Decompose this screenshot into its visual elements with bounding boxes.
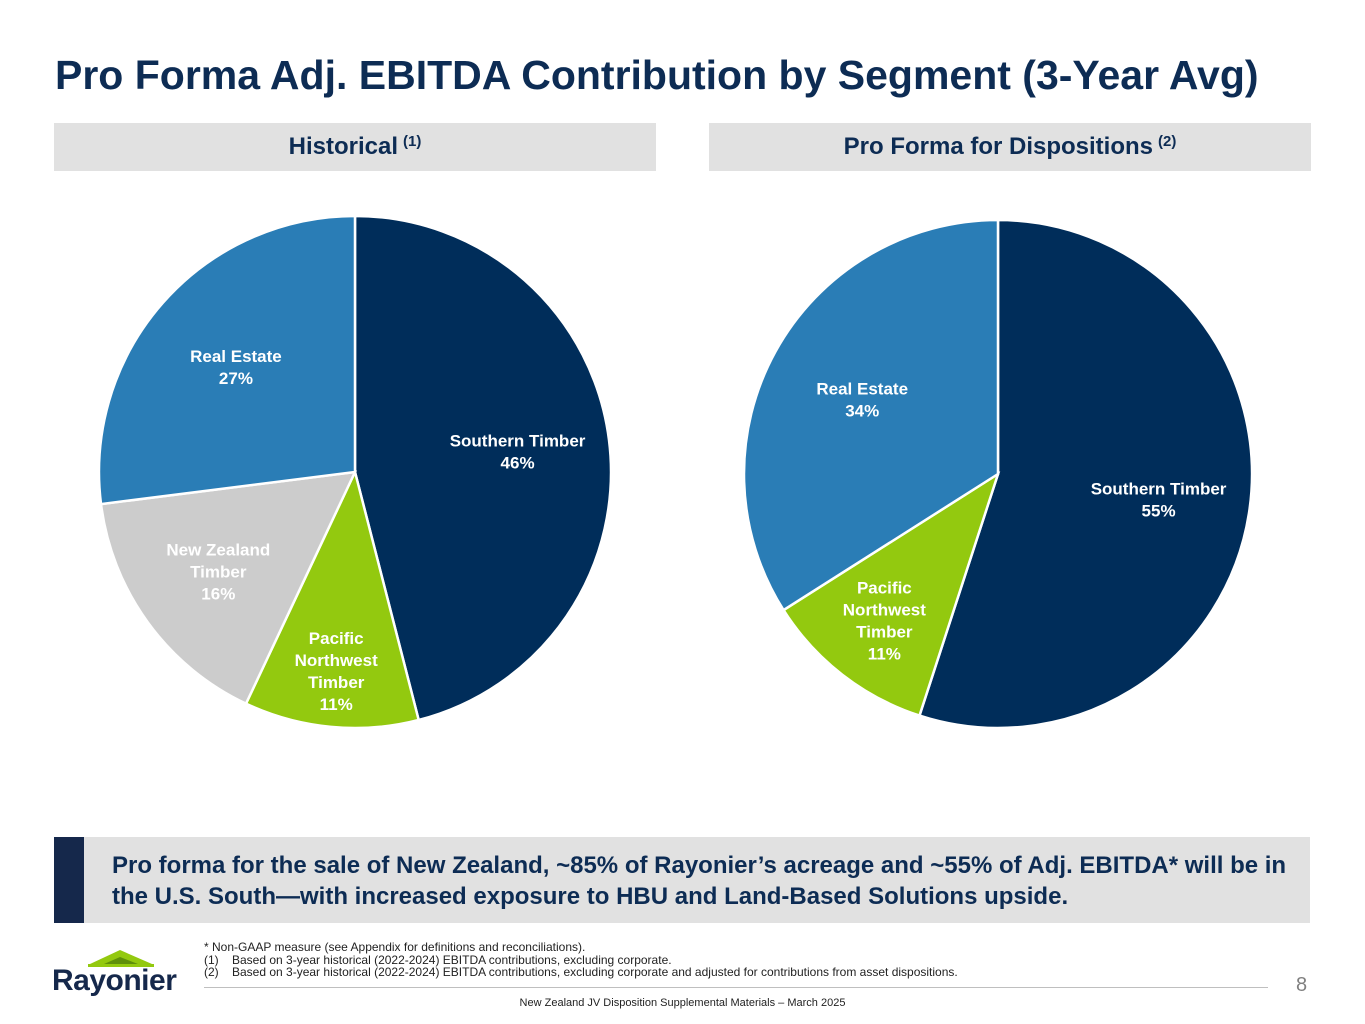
pro-forma-header: Pro Forma for Dispositions (2) [709, 123, 1311, 171]
pie-label-real-estate: Real Estate 27% [190, 347, 282, 388]
key-takeaway-callout: Pro forma for the sale of New Zealand, ~… [54, 837, 1310, 923]
footnote-non-gaap: * Non-GAAP measure (see Appendix for def… [204, 940, 586, 954]
pie-slice-real-estate [97, 214, 357, 506]
callout-accent-bar [54, 837, 84, 923]
pie-label-new-zealand-timber: New Zealand Timber 16% [166, 540, 270, 603]
pie-label-pacific-northwest-timber: Pacific Northwest Timber 11% [295, 629, 378, 714]
pie-label-southern-timber: Southern Timber 55% [1091, 479, 1227, 520]
footer-text: New Zealand JV Disposition Supplemental … [519, 997, 846, 1009]
historical-pie-chart: Southern Timber 46% Pacific Northwest Timber… [97, 214, 613, 730]
pro-forma-header-label: Pro Forma for Dispositions [843, 133, 1154, 160]
pie-slice-southern-timber [353, 214, 613, 722]
footnotes: * Non-GAAP measure (see Appendix for def… [204, 941, 958, 979]
historical-header-label: Historical [288, 133, 399, 160]
pie-slice-southern-timber [917, 218, 1254, 730]
slide-title: Pro Forma Adj. EBITDA Contribution by Se… [55, 52, 1259, 98]
page-number: 8 [1296, 974, 1308, 996]
footnote-1-text: Based on 3-year historical (2022-2024) E… [232, 952, 672, 967]
footnote-2-text: Based on 3-year historical (2022-2024) E… [232, 965, 958, 979]
footnote-1-number: (1) [204, 952, 219, 967]
pie-slice-pacific-northwest-timber [244, 468, 421, 730]
rayonier-logo: Rayonier [52, 946, 192, 998]
footer-rule [204, 987, 1268, 988]
callout-text: Pro forma for the sale of New Zealand, ~… [112, 852, 1287, 910]
logo-mountain-icon [88, 950, 154, 967]
logo-wordmark: Rayonier [52, 964, 177, 997]
pie-slice-pacific-northwest-timber [781, 471, 1001, 718]
pro-forma-header-note: (2) [1158, 132, 1177, 150]
pie-slice-new-zealand-timber [99, 470, 358, 706]
historical-header-note: (1) [403, 132, 422, 150]
pie-label-southern-timber: Southern Timber 46% [450, 431, 586, 472]
footnote-1: (1) Based on 3-year historical (2022-202… [204, 952, 958, 967]
footnote-2-number: (2) [204, 965, 219, 979]
footnote-2: (2) Based on 3-year historical (2022-202… [204, 966, 958, 979]
historical-header: Historical (1) [54, 123, 656, 171]
pie-label-pacific-northwest-timber: Pacific Northwest Timber 11% [843, 579, 926, 664]
pie-label-real-estate: Real Estate 34% [816, 379, 908, 420]
pie-slice-real-estate [742, 218, 1000, 612]
pro-forma-pie-chart: Southern Timber 55% Pacific Northwest Timber… [742, 218, 1254, 730]
